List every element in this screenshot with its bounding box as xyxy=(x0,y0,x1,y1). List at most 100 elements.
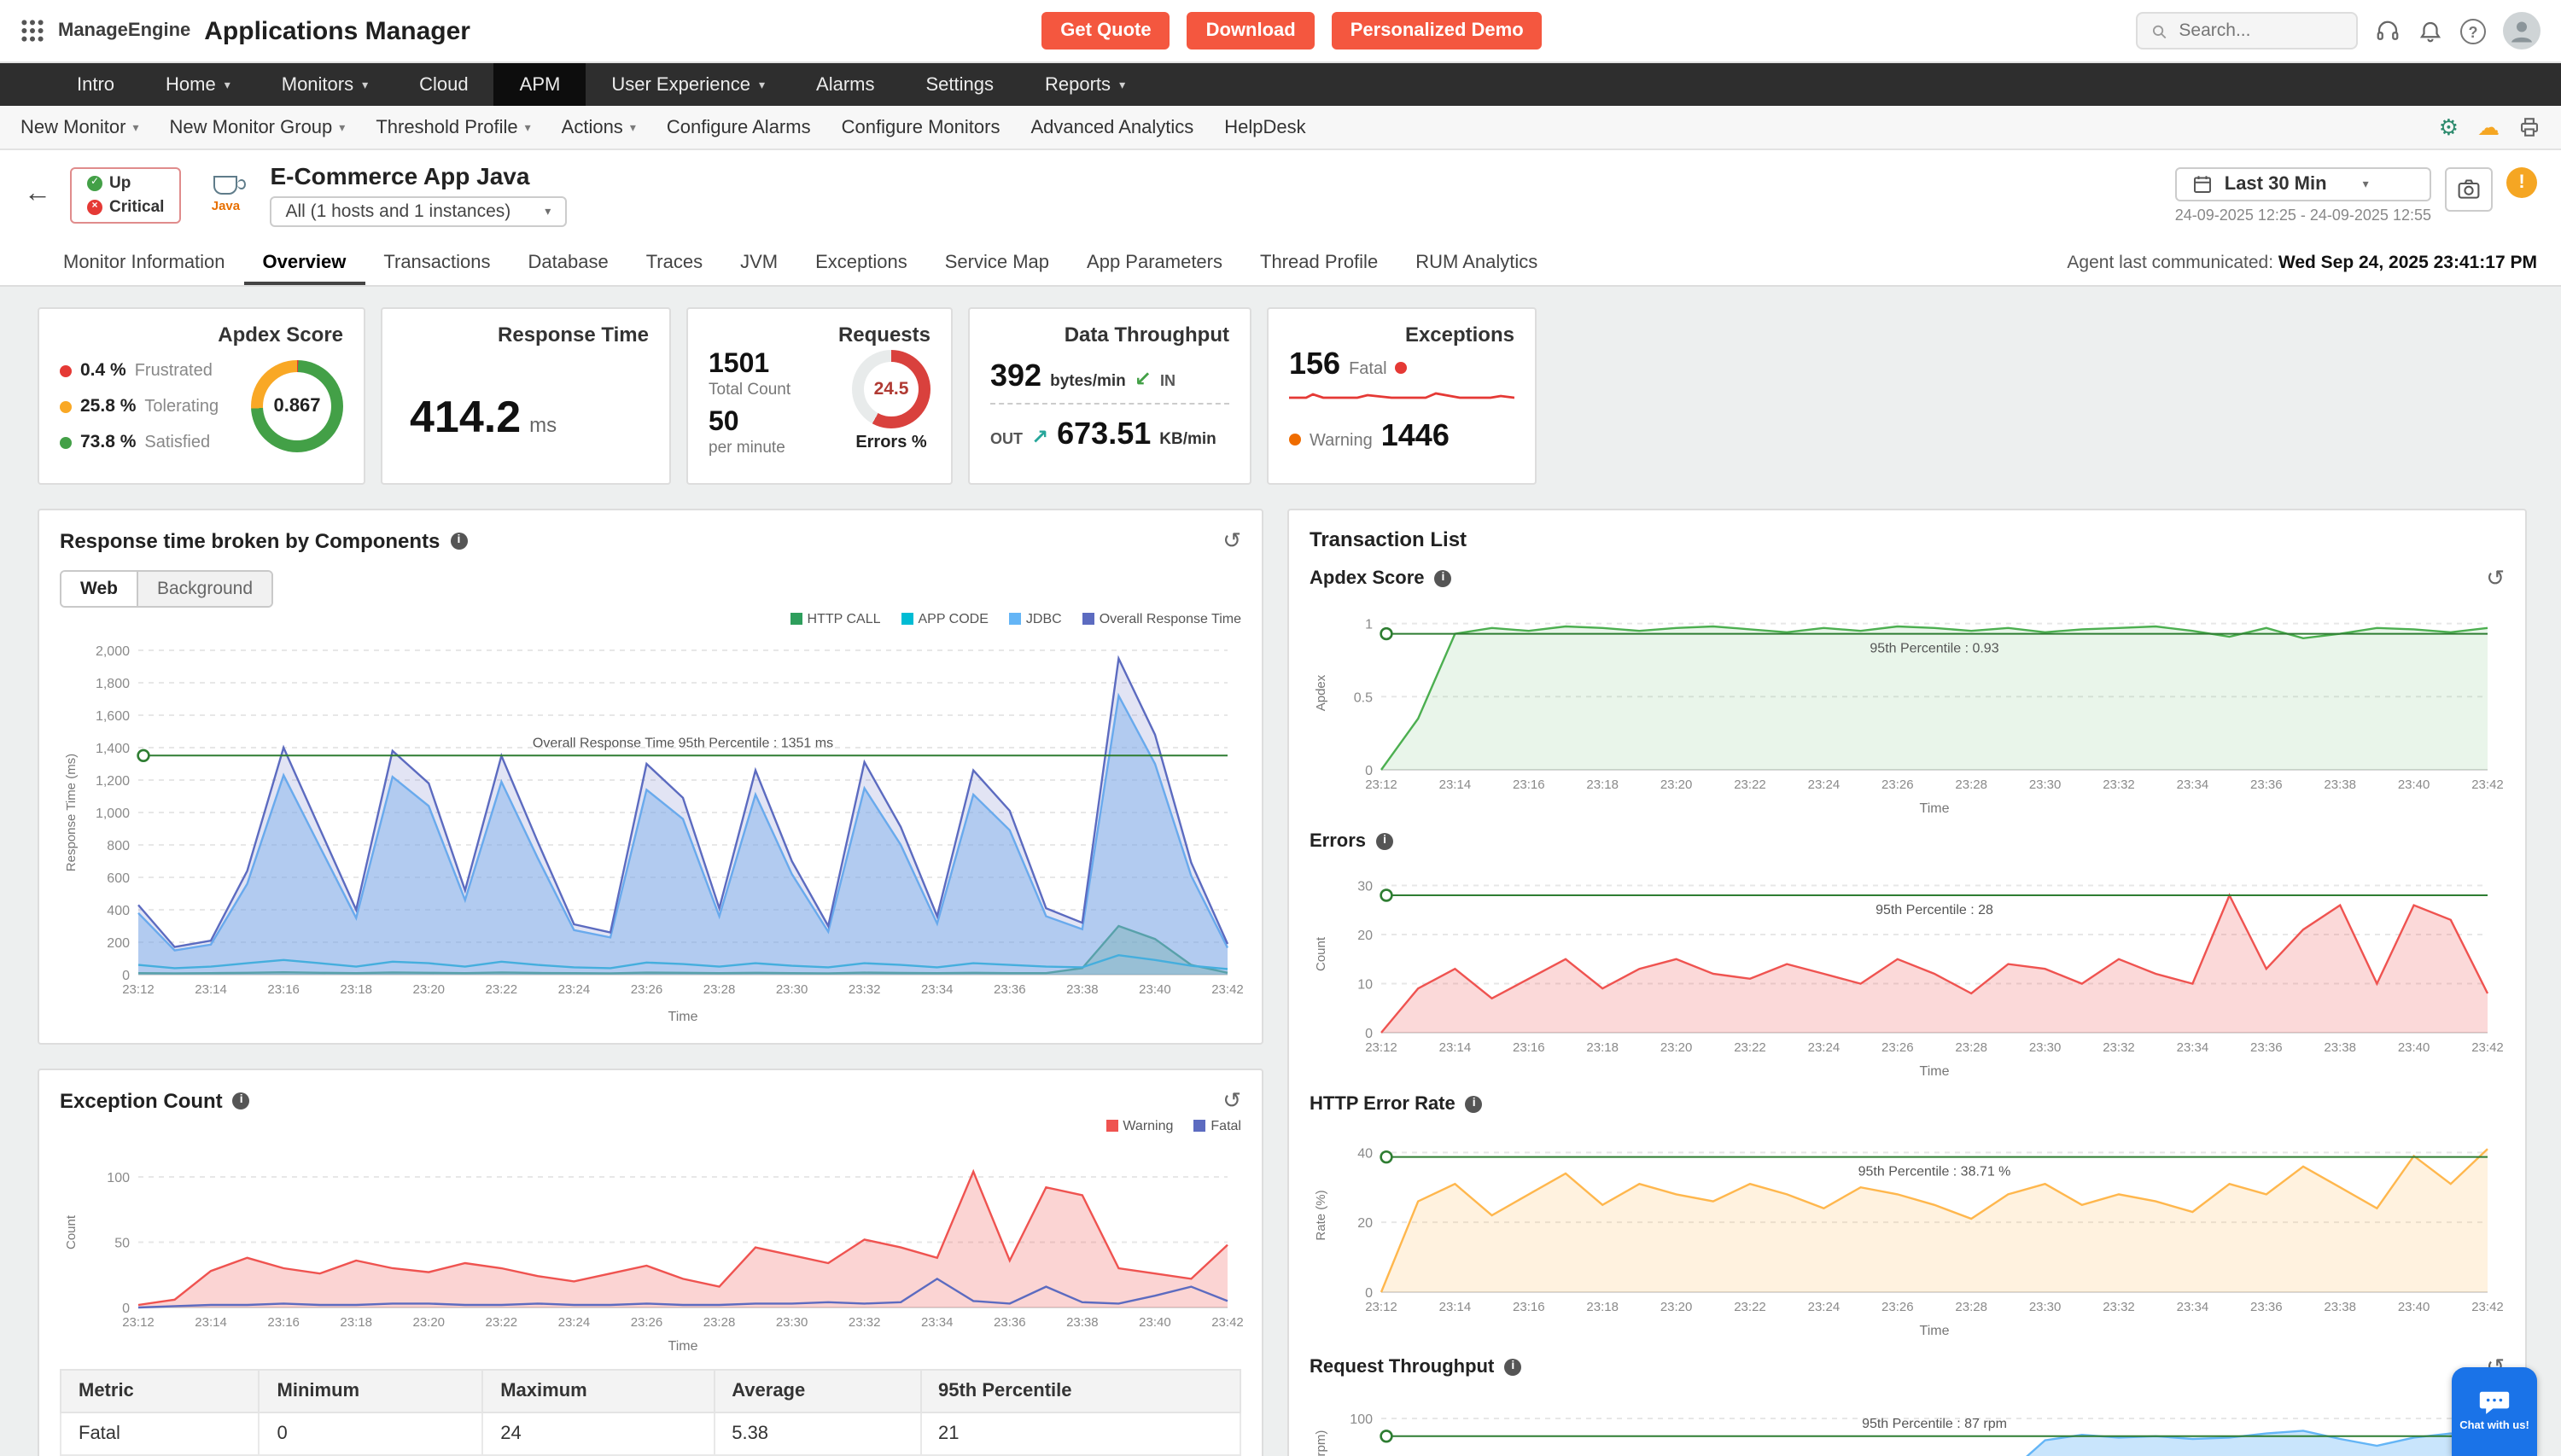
helpdesk-link[interactable]: HelpDesk xyxy=(1224,117,1306,137)
svg-text:23:16: 23:16 xyxy=(267,1315,300,1330)
new-monitor-menu[interactable]: New Monitor xyxy=(20,117,139,137)
cloud-icon[interactable]: ☁ xyxy=(2477,114,2500,139)
chevron-down-icon xyxy=(525,120,531,134)
configure-alarms-link[interactable]: Configure Alarms xyxy=(666,117,811,137)
personalized-demo-button[interactable]: Personalized Demo xyxy=(1331,12,1543,50)
fatal-dot xyxy=(1395,362,1408,374)
print-icon[interactable] xyxy=(2518,116,2541,138)
summary-cards: Apdex Score 0.4 % Frustrated 25.8 % Tolera… xyxy=(38,307,2523,485)
advanced-analytics-link[interactable]: Advanced Analytics xyxy=(1030,117,1194,137)
nav-item-apm[interactable]: APM xyxy=(493,63,586,106)
requests-card: Requests 1501 Total Count 50 per minute … xyxy=(686,307,953,485)
history-icon[interactable] xyxy=(1222,1087,1241,1115)
bell-icon[interactable] xyxy=(2418,18,2443,44)
svg-text:23:30: 23:30 xyxy=(2029,1040,2062,1055)
svg-text:Time: Time xyxy=(1920,1064,1950,1079)
tab-exceptions[interactable]: Exceptions xyxy=(815,253,907,273)
nav-item-cloud[interactable]: Cloud xyxy=(419,74,469,95)
tab-database[interactable]: Database xyxy=(528,253,609,273)
download-button[interactable]: Download xyxy=(1187,12,1315,50)
nav-item-home[interactable]: Home xyxy=(140,63,256,106)
svg-text:23:36: 23:36 xyxy=(2250,1040,2283,1055)
tab-jvm[interactable]: JVM xyxy=(740,253,779,273)
toggle-web[interactable]: Web xyxy=(61,572,138,606)
avatar[interactable] xyxy=(2502,12,2541,50)
info-icon[interactable] xyxy=(1434,570,1452,587)
svg-text:23:40: 23:40 xyxy=(1139,1315,1171,1330)
out-value: 673.51 xyxy=(1057,416,1152,451)
chevron-down-icon xyxy=(1119,78,1125,91)
tab-thread-profile[interactable]: Thread Profile xyxy=(1260,253,1379,273)
back-arrow-icon[interactable]: ← xyxy=(24,179,51,208)
search-input[interactable] xyxy=(2175,19,2342,43)
exception-count-chart: 0 50 100 23:12 23:14 23:16 23:18 23:20 23:22 23:2… xyxy=(60,1137,1244,1355)
throughput-out-row: OUT 673.51 KB/min xyxy=(990,416,1229,452)
svg-text:23:34: 23:34 xyxy=(921,982,954,997)
info-icon[interactable] xyxy=(232,1092,250,1109)
svg-text:23:22: 23:22 xyxy=(1734,778,1766,792)
tab-overview[interactable]: Overview xyxy=(244,241,365,285)
nav-item-alarms[interactable]: Alarms xyxy=(816,74,875,95)
svg-text:23:40: 23:40 xyxy=(2398,1040,2430,1055)
tab-monitor-information[interactable]: Monitor Information xyxy=(63,253,225,273)
tab-service-map[interactable]: Service Map xyxy=(944,253,1050,273)
toggle-background[interactable]: Background xyxy=(137,572,272,606)
get-quote-button[interactable]: Get Quote xyxy=(1041,12,1170,50)
svg-text:95th Percentile : 28: 95th Percentile : 28 xyxy=(1876,903,1993,917)
out-unit: KB/min xyxy=(1159,430,1216,449)
actions-menu[interactable]: Actions xyxy=(562,117,636,137)
nav-item-settings[interactable]: Settings xyxy=(925,74,995,95)
configure-monitors-link[interactable]: Configure Monitors xyxy=(841,117,1000,137)
warning-icon[interactable] xyxy=(2506,166,2537,197)
svg-text:23:34: 23:34 xyxy=(2177,1040,2209,1055)
support-icon[interactable] xyxy=(2375,18,2401,44)
chevron-down-icon xyxy=(759,78,765,91)
chat-widget[interactable]: Chat with us! xyxy=(2452,1367,2537,1456)
new-monitor-group-menu[interactable]: New Monitor Group xyxy=(170,117,346,137)
instance-selector[interactable]: All (1 hosts and 1 instances) xyxy=(270,196,567,227)
history-icon[interactable] xyxy=(1222,527,1241,555)
info-icon[interactable] xyxy=(1376,833,1394,850)
tab-rum-analytics[interactable]: RUM Analytics xyxy=(1415,253,1538,273)
svg-text:Time: Time xyxy=(1920,1324,1950,1338)
divider xyxy=(990,403,1229,405)
tab-traces[interactable]: Traces xyxy=(645,253,703,273)
threshold-profile-menu[interactable]: Threshold Profile xyxy=(376,117,530,137)
svg-text:40: 40 xyxy=(1357,1146,1373,1161)
nav-item-intro[interactable]: Intro xyxy=(77,74,115,95)
transaction-list-title: Transaction List xyxy=(1310,527,1467,551)
transaction-apdex-chart: 0 0.5 1 23:12 23:14 23:16 23:18 23:20 23:22 23:24… xyxy=(1310,596,2505,818)
info-icon[interactable] xyxy=(450,533,468,550)
svg-text:23:24: 23:24 xyxy=(1808,1040,1841,1055)
svg-text:23:12: 23:12 xyxy=(1365,1300,1397,1314)
monitor-header: ← Up Critical Java E-Commerce App Java A… xyxy=(0,150,2561,239)
gear-icon[interactable]: ⚙ xyxy=(2438,114,2459,139)
info-icon[interactable] xyxy=(1465,1096,1483,1113)
svg-text:200: 200 xyxy=(107,936,130,951)
time-range-selector[interactable]: Last 30 Min xyxy=(2174,166,2431,201)
svg-text:23:18: 23:18 xyxy=(1586,778,1619,792)
svg-text:600: 600 xyxy=(107,871,130,886)
tab-app-parameters[interactable]: App Parameters xyxy=(1087,253,1222,273)
help-icon[interactable] xyxy=(2459,18,2486,44)
svg-text:95th Percentile : 0.93: 95th Percentile : 0.93 xyxy=(1870,642,1998,656)
tab-transactions[interactable]: Transactions xyxy=(383,253,491,273)
history-icon[interactable] xyxy=(2486,565,2505,592)
svg-text:23:42: 23:42 xyxy=(2471,1040,2504,1055)
warning-swatch xyxy=(1105,1120,1118,1132)
nav-item-user-experience[interactable]: User Experience xyxy=(586,63,790,106)
svg-text:23:26: 23:26 xyxy=(1881,778,1914,792)
screenshot-button[interactable] xyxy=(2445,166,2493,211)
nav-item-monitors[interactable]: Monitors xyxy=(256,63,394,106)
requests-per-minute-label: per minute xyxy=(709,439,785,457)
http-call-swatch xyxy=(790,613,802,625)
time-range-value: Last 30 Min xyxy=(2224,173,2327,194)
info-icon[interactable] xyxy=(1504,1359,1522,1376)
app-grid-icon[interactable] xyxy=(20,19,44,43)
errors-donut: 24.5 xyxy=(852,350,930,428)
http-error-rate-chart: 0 20 40 23:12 23:14 23:16 23:18 23:20 23:22 23:24… xyxy=(1310,1118,2505,1340)
nav-item-reports[interactable]: Reports xyxy=(1019,63,1151,106)
warning-value: 1446 xyxy=(1380,418,1450,452)
search-box[interactable] xyxy=(2135,12,2358,50)
svg-text:20: 20 xyxy=(1357,929,1373,943)
